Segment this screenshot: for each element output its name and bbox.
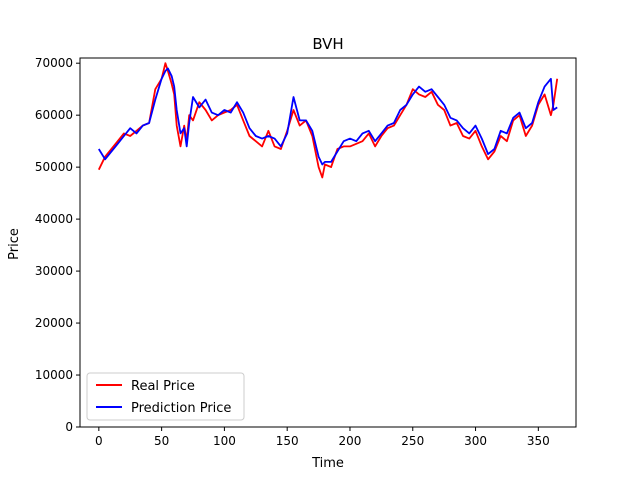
y-tick-label: 10000 bbox=[35, 368, 73, 382]
legend-box bbox=[86, 372, 245, 421]
y-tick-label: 30000 bbox=[35, 264, 73, 278]
y-tick-label: 40000 bbox=[35, 212, 73, 226]
legend-label-real: Real Price bbox=[131, 379, 195, 394]
y-axis-label: Price bbox=[7, 228, 22, 260]
x-tick-label: 100 bbox=[213, 434, 236, 448]
y-tick-label: 60000 bbox=[35, 108, 73, 122]
legend: Real Price Prediction Price bbox=[86, 372, 245, 421]
y-axis: 0 10000 20000 30000 40000 50000 60000 70000 bbox=[35, 56, 80, 434]
x-tick-label: 300 bbox=[464, 434, 487, 448]
series-layer bbox=[97, 62, 559, 179]
x-tick-label: 150 bbox=[276, 434, 299, 448]
y-tick-label: 70000 bbox=[35, 56, 73, 70]
x-tick-label: 350 bbox=[527, 434, 550, 448]
y-tick-label: 50000 bbox=[35, 160, 73, 174]
axes-frame bbox=[79, 57, 577, 428]
legend-label-prediction: Prediction Price bbox=[131, 401, 231, 416]
chart-title: BVH bbox=[312, 35, 343, 53]
y-tick-label: 20000 bbox=[35, 316, 73, 330]
x-axis: 0 50 100 150 200 250 300 350 bbox=[95, 427, 550, 448]
x-tick-label: 50 bbox=[154, 434, 169, 448]
series-line-prediction-price bbox=[98, 67, 558, 166]
x-axis-label: Time bbox=[311, 456, 344, 471]
series-line-real-price bbox=[97, 62, 559, 179]
y-tick-label: 0 bbox=[65, 420, 73, 434]
x-tick-label: 0 bbox=[95, 434, 103, 448]
x-tick-label: 250 bbox=[401, 434, 424, 448]
x-tick-label: 200 bbox=[339, 434, 362, 448]
